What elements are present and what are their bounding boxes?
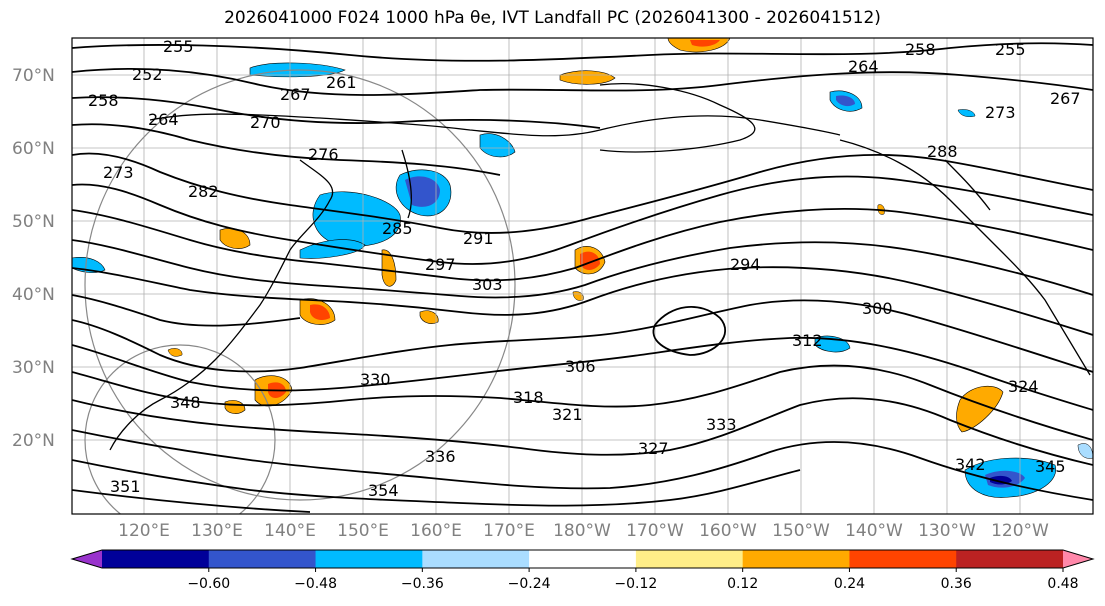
lon-label: 160°E <box>410 521 462 541</box>
lon-label: 140°E <box>264 521 316 541</box>
contour-label: 252 <box>132 65 163 84</box>
colorbar-tick-label: −0.36 <box>401 576 444 592</box>
lon-label: 170°E <box>483 521 535 541</box>
colorbar-tick-label: 0.24 <box>834 576 865 592</box>
contour-label: 327 <box>638 439 669 458</box>
contour-label: 273 <box>103 163 134 182</box>
lon-label: 150°W <box>772 521 830 541</box>
lon-label: 130°W <box>918 521 976 541</box>
contour-label: 291 <box>463 229 494 248</box>
colorbar-bin <box>849 550 957 568</box>
contour-label: 264 <box>848 57 879 76</box>
contour-label: 345 <box>1035 457 1066 476</box>
lat-label: 40°N <box>12 285 55 305</box>
lat-label: 30°N <box>12 358 55 378</box>
lat-label: 60°N <box>12 139 55 159</box>
contour-label: 276 <box>308 145 339 164</box>
theta-e-contours <box>72 42 1093 513</box>
contour-label: 348 <box>170 393 201 412</box>
map-title: 2026041000 F024 1000 hPa θe, IVT Landfal… <box>224 8 881 28</box>
colorbar-tick-label: 0.12 <box>727 576 758 592</box>
colorbar-bin <box>635 550 744 568</box>
contour-label: 255 <box>163 37 194 56</box>
colorbar-bin <box>956 550 1064 568</box>
contour-label: 321 <box>552 405 583 424</box>
contour-label: 288 <box>927 142 958 161</box>
colorbar-tick-label: 0.36 <box>941 576 972 592</box>
colorbar-min-extend <box>72 550 102 568</box>
contour-label: 261 <box>326 73 357 92</box>
colorbar-bin <box>102 550 210 568</box>
lon-label: 140°W <box>845 521 903 541</box>
contour-label: 306 <box>565 357 596 376</box>
coastlines <box>109 83 1091 451</box>
colorbar-bin <box>315 550 423 568</box>
contour-label: 255 <box>995 40 1026 59</box>
contour-label: 342 <box>955 455 986 474</box>
colorbar-tick-label: 0.48 <box>1047 576 1078 592</box>
colorbar-bin <box>208 550 317 568</box>
map-panel: 255 252 258 264 270 267 261 276 273 282 … <box>72 37 1093 514</box>
contour-label: 267 <box>1050 89 1081 108</box>
contour-label: 300 <box>862 299 893 318</box>
colorbar-max-extend <box>1063 550 1093 568</box>
region-circles <box>84 69 516 514</box>
contour-label: 351 <box>110 477 141 496</box>
map-frame <box>71 37 1094 515</box>
contour-label: 312 <box>792 331 823 350</box>
colorbar-bin <box>742 550 850 568</box>
colorbar-bin <box>529 550 637 568</box>
longitude-labels: 120°E 130°E 140°E 150°E 160°E 170°E 180°… <box>118 521 1049 541</box>
contour-label: 264 <box>148 110 179 129</box>
lon-label: 150°E <box>337 521 389 541</box>
latitude-labels: 70°N 60°N 50°N 40°N 30°N 20°N <box>12 66 55 451</box>
contour-label: 294 <box>730 255 761 274</box>
colorbar: −0.60 −0.48 −0.36 −0.24 −0.12 0.12 0.24 0.36 0.4… <box>70 549 1095 592</box>
lon-label: 180°W <box>553 521 611 541</box>
contour-label: 333 <box>706 415 737 434</box>
lat-label: 20°N <box>12 431 55 451</box>
contour-label: 297 <box>425 255 456 274</box>
contour-label: 336 <box>425 447 456 466</box>
contour-label: 258 <box>88 91 119 110</box>
contour-label: 270 <box>250 113 281 132</box>
contour-label: 258 <box>905 40 936 59</box>
lon-label: 160°W <box>699 521 757 541</box>
colorbar-tick-label: −0.12 <box>614 576 657 592</box>
lon-label: 170°W <box>626 521 684 541</box>
colorbar-bin <box>422 550 530 568</box>
contour-label: 267 <box>280 85 311 104</box>
contour-label: 324 <box>1008 377 1039 396</box>
contour-labels: 255 252 258 264 270 267 261 276 273 282 … <box>88 37 1081 500</box>
contour-label: 354 <box>368 481 399 500</box>
ivt-shading <box>72 38 1093 498</box>
lon-label: 120°E <box>118 521 170 541</box>
contour-label: 273 <box>985 103 1016 122</box>
contour-label: 330 <box>360 370 391 389</box>
contour-label: 318 <box>513 388 544 407</box>
lat-label: 70°N <box>12 66 55 86</box>
colorbar-tick-label: −0.60 <box>187 576 230 592</box>
colorbar-outline <box>70 549 1095 569</box>
contour-label: 285 <box>382 219 413 238</box>
contour-label: 282 <box>188 182 219 201</box>
graticule <box>72 38 1093 514</box>
contour-label: 303 <box>472 275 503 294</box>
lon-label: 120°W <box>991 521 1049 541</box>
lat-label: 50°N <box>12 212 55 232</box>
colorbar-tick-label: −0.48 <box>294 576 337 592</box>
lon-label: 130°E <box>191 521 243 541</box>
colorbar-tick-label: −0.24 <box>508 576 551 592</box>
